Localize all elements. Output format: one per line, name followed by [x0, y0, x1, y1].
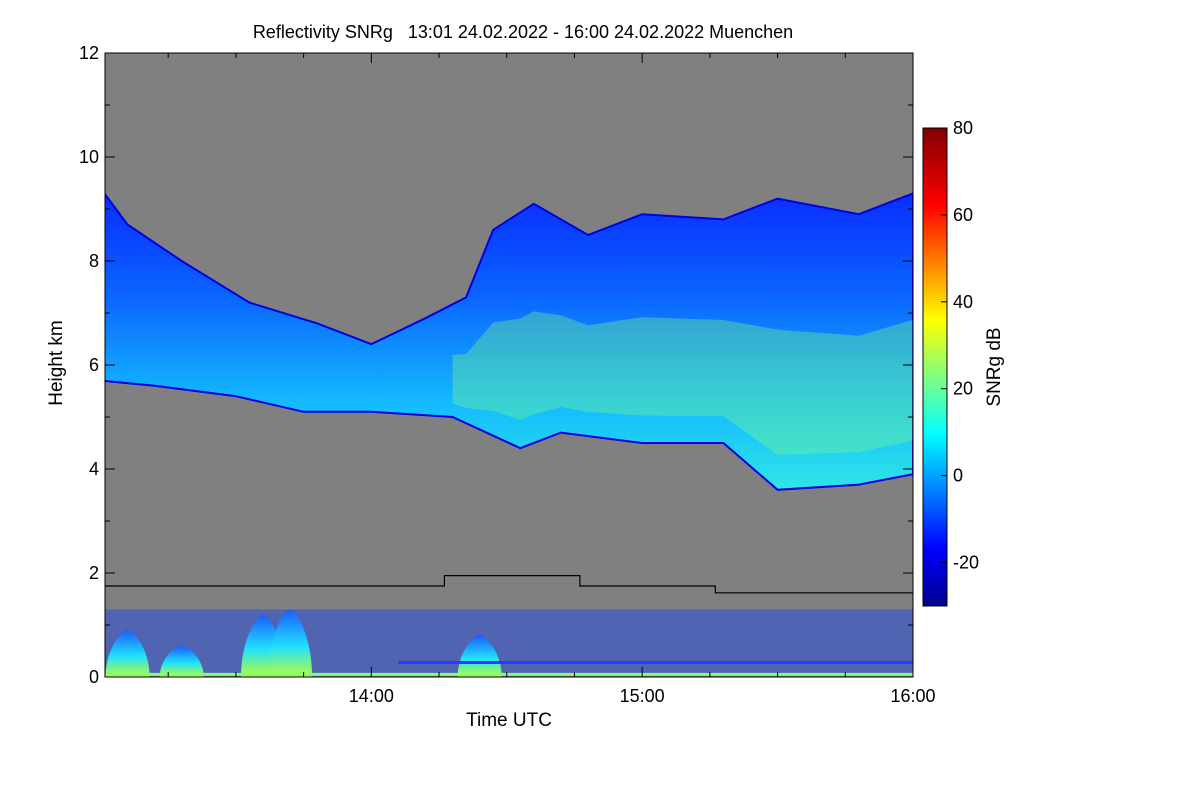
- colorbar-tick-label: 60: [953, 205, 973, 225]
- chart-title: Reflectivity SNRg 13:01 24.02.2022 - 16:…: [253, 22, 793, 42]
- x-tick-label: 16:00: [890, 686, 935, 706]
- colorbar-label: SNRg dB: [984, 327, 1005, 406]
- y-tick-label: 12: [79, 43, 99, 63]
- colorbar-ticks: -20 0 20 40 60 80: [941, 118, 979, 573]
- colorbar-tick-label: 20: [953, 379, 973, 399]
- data-layer: [105, 192, 913, 677]
- y-tick-label: 10: [79, 147, 99, 167]
- surface-echo-plume: [159, 645, 204, 677]
- y-tick-label: 0: [89, 667, 99, 687]
- colorbar-tick-label: -20: [953, 553, 979, 573]
- x-tick-label: 14:00: [349, 686, 394, 706]
- surface-echo-plume: [105, 630, 150, 677]
- surface-echo-plume: [457, 635, 502, 677]
- colorbar-tick-label: 40: [953, 292, 973, 312]
- colorbar: [922, 127, 948, 607]
- x-axis-label: Time UTC: [466, 710, 552, 731]
- y-tick-label: 2: [89, 563, 99, 583]
- y-axis-label: Height km: [46, 320, 67, 406]
- surface-echo-plume: [268, 609, 313, 677]
- boundary-layer-height-line: [105, 574, 913, 594]
- y-tick-label: 8: [89, 251, 99, 271]
- colorbar-tick-label: 80: [953, 118, 973, 138]
- colorbar-tick-label: 0: [953, 466, 963, 486]
- y-tick-label: 6: [89, 355, 99, 375]
- y-tick-label: 4: [89, 459, 99, 479]
- x-tick-label: 15:00: [620, 686, 665, 706]
- cloud-core: [452, 311, 913, 455]
- cloud-layer-echo: [105, 192, 913, 491]
- axes-layer: 0 2 4 6 8 10 12 14:00 15:00 16:00: [79, 43, 936, 706]
- low-level-noise-band: [105, 609, 913, 675]
